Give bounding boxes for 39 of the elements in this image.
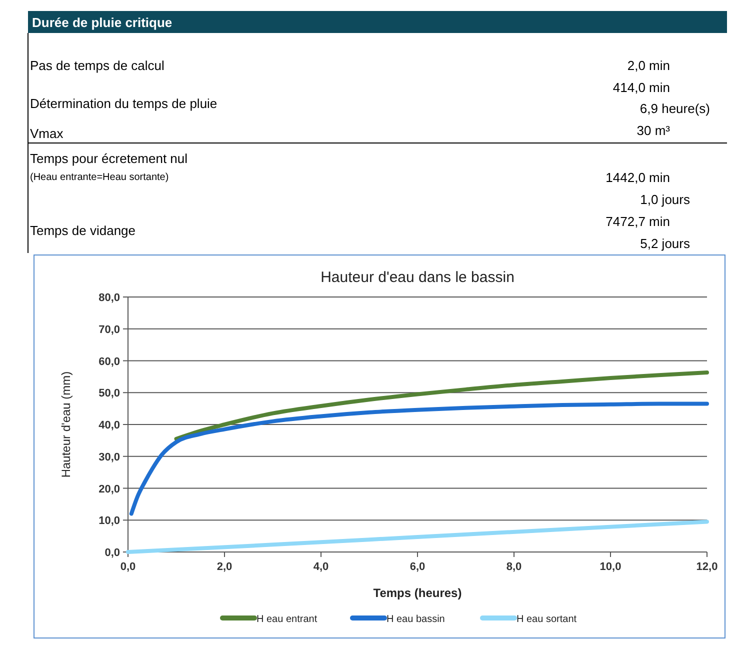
line-series xyxy=(174,370,709,441)
y-tick-label: 70,0 xyxy=(98,324,120,336)
text: 414,0 min xyxy=(612,80,670,95)
x-tick-label: 12,0 xyxy=(696,561,718,573)
text: 7472,7 min xyxy=(606,214,670,229)
text: Durée de pluie critique xyxy=(32,15,172,30)
y-tick-label: 80,0 xyxy=(98,292,120,304)
y-axis-title: Hauteur d'eau (mm) xyxy=(59,371,73,478)
text: Temps de vidange xyxy=(30,223,136,238)
y-tick-label: 20,0 xyxy=(98,483,120,496)
y-tick-label: 60,0 xyxy=(98,356,120,368)
text: (Heau entrante=Heau sortante) xyxy=(30,172,169,183)
text: 5,2 jours xyxy=(640,236,690,251)
x-tick-label: 4,0 xyxy=(313,561,329,573)
x-tick-label: 2,0 xyxy=(216,561,232,573)
y-tick-label: 0,0 xyxy=(104,547,120,559)
y-tick-label: 30,0 xyxy=(98,451,120,464)
x-tick-label: 8,0 xyxy=(506,561,522,573)
y-tick-label: 50,0 xyxy=(98,388,120,400)
line-series xyxy=(126,520,709,554)
text: 2,0 min xyxy=(627,58,670,73)
text: Temps pour écretement nul xyxy=(30,151,188,166)
text: 6,9 heure(s) xyxy=(640,101,710,116)
x-tick-label: 10,0 xyxy=(600,561,622,573)
legend-label: H eau bassin xyxy=(386,614,445,625)
text: 1,0 jours xyxy=(640,192,690,207)
x-tick-label: 0,0 xyxy=(120,561,136,573)
text: Détermination du temps de pluie xyxy=(30,96,218,111)
legend-label: H eau sortant xyxy=(516,614,577,625)
y-tick-label: 40,0 xyxy=(98,420,120,432)
x-axis-title: Temps (heures) xyxy=(373,586,462,600)
chart-title: Hauteur d'eau dans le bassin xyxy=(320,269,514,286)
text: Vmax xyxy=(30,126,64,141)
x-tick-label: 6,0 xyxy=(410,561,426,573)
text: 1442,0 min xyxy=(606,170,670,185)
text: Pas de temps de calcul xyxy=(30,58,165,73)
y-tick-label: 10,0 xyxy=(98,515,120,528)
legend-label: H eau entrant xyxy=(256,614,318,625)
text: 30 m³ xyxy=(636,123,671,138)
